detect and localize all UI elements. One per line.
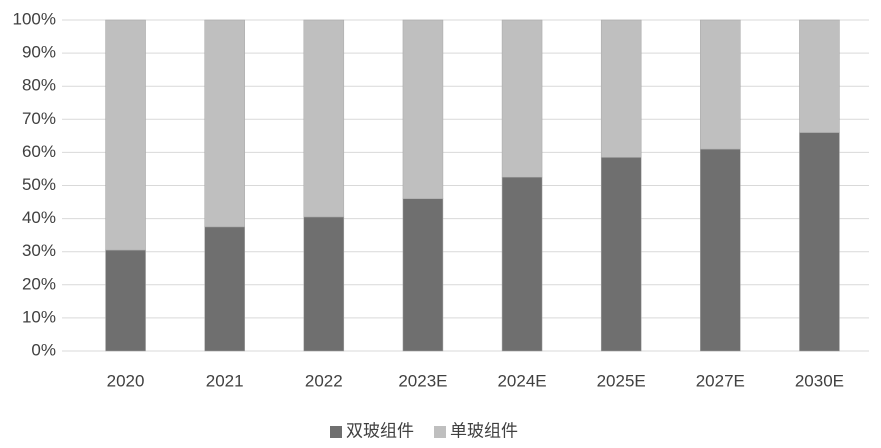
bar-segment <box>700 19 741 150</box>
bar-segment <box>600 157 642 352</box>
bar-segment <box>402 19 444 199</box>
x-tick-label: 2027E <box>696 371 745 390</box>
x-tick-label: 2030E <box>795 371 844 390</box>
legend-swatch <box>434 426 446 438</box>
y-tick-label: 50% <box>22 175 56 194</box>
bar-segment <box>204 19 245 228</box>
y-tick-label: 0% <box>31 340 56 359</box>
legend-label: 双玻组件 <box>346 421 414 440</box>
x-tick-label: 2021 <box>206 371 244 390</box>
bar-segment <box>700 148 741 352</box>
bar-segment <box>204 226 245 352</box>
x-tick-label: 2020 <box>107 371 145 390</box>
bar-segment <box>799 19 840 133</box>
bar-segment <box>303 216 345 352</box>
y-tick-label: 80% <box>22 76 56 95</box>
y-tick-label: 100% <box>13 9 56 28</box>
y-tick-label: 30% <box>22 241 56 260</box>
bar-segment <box>501 176 543 352</box>
bar-segment <box>402 198 444 352</box>
x-tick-label: 2022 <box>305 371 343 390</box>
y-tick-label: 70% <box>22 109 56 128</box>
bar-segment <box>501 19 543 178</box>
bar-segment <box>303 19 345 218</box>
bar-segment <box>600 19 642 158</box>
bar-segment <box>105 249 146 352</box>
x-tick-label: 2024E <box>497 371 546 390</box>
y-tick-label: 90% <box>22 43 56 62</box>
y-tick-label: 20% <box>22 274 56 293</box>
bar-segment <box>105 19 146 251</box>
bar-segment <box>799 132 840 352</box>
x-tick-label: 2025E <box>597 371 646 390</box>
x-tick-label: 2023E <box>398 371 447 390</box>
legend-swatch <box>330 426 342 438</box>
y-tick-label: 40% <box>22 208 56 227</box>
y-tick-label: 60% <box>22 142 56 161</box>
legend-label: 单玻组件 <box>450 421 518 440</box>
y-tick-label: 10% <box>22 307 56 326</box>
